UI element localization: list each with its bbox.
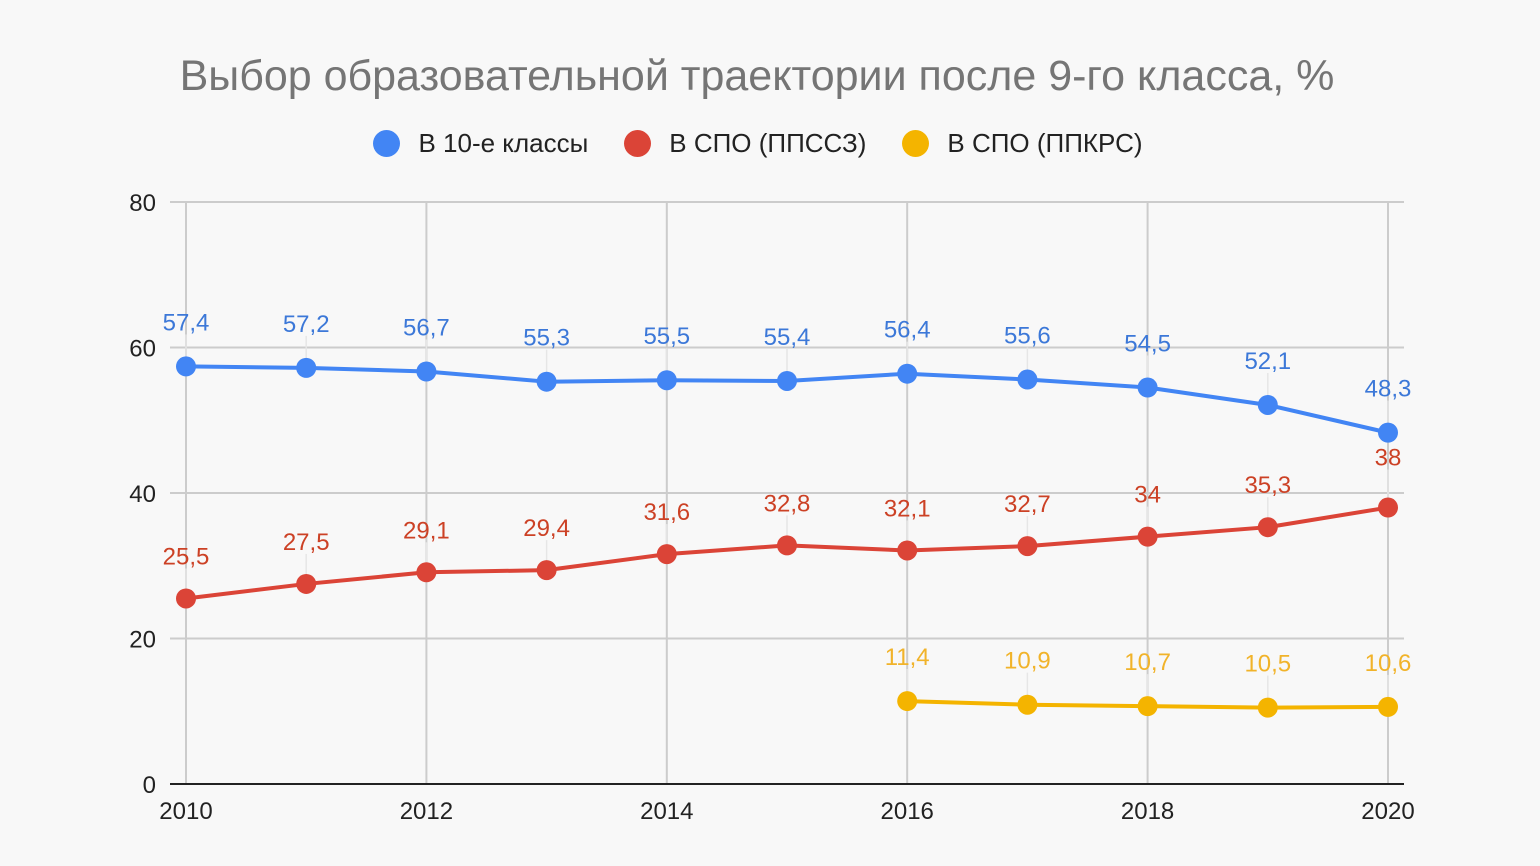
data-label: 56,4 (884, 317, 931, 344)
data-label: 10,6 (1365, 650, 1412, 677)
data-label: 31,6 (643, 499, 690, 526)
data-point[interactable] (416, 361, 437, 382)
data-label: 10,7 (1124, 649, 1171, 676)
data-label: 55,5 (643, 323, 690, 350)
y-tick-label: 40 (129, 481, 156, 508)
legend-label: В СПО (ППКРС) (947, 128, 1143, 158)
series-2: 11,4 10,9 10,7 10,5 10,6 (885, 644, 1412, 718)
data-point[interactable] (897, 540, 918, 561)
data-point[interactable] (536, 560, 557, 581)
y-tick-label: 60 (129, 336, 156, 363)
data-point[interactable] (1017, 694, 1038, 715)
axes: 0 20 40 60 80 2010 2012 2014 2016 2018 2020 (129, 190, 1414, 825)
data-point[interactable] (1017, 536, 1038, 557)
data-point[interactable] (1257, 394, 1278, 415)
data-point[interactable] (1378, 422, 1398, 443)
x-tick-label: 2020 (1361, 798, 1414, 825)
data-point[interactable] (1378, 696, 1398, 717)
data-label: 35,3 (1244, 472, 1291, 499)
legend-label: В 10-е классы (418, 128, 589, 158)
legend-marker-icon (373, 130, 401, 157)
data-label: 54,5 (1124, 331, 1171, 358)
series-1: 25,5 27,5 29,1 29,4 31,6 32,8 32,1 32,7 34 35,3 38 (163, 445, 1402, 609)
data-label: 57,2 (283, 311, 330, 338)
legend-item-spo-ppssz[interactable]: В СПО (ППССЗ) (624, 128, 866, 159)
data-label: 25,5 (163, 543, 210, 570)
x-tick-label: 2010 (159, 798, 212, 825)
data-point[interactable] (1378, 497, 1398, 518)
data-label: 10,5 (1244, 651, 1291, 678)
legend-marker-icon (902, 130, 930, 157)
data-point[interactable] (1257, 517, 1278, 538)
data-point[interactable] (536, 371, 557, 392)
data-point[interactable] (416, 562, 437, 583)
data-point[interactable] (296, 573, 317, 594)
data-point[interactable] (1017, 369, 1038, 390)
data-point[interactable] (1257, 697, 1278, 718)
series-0: 57,4 57,2 56,7 55,3 55,5 55,4 56,4 55,6 54,5 52,1… (163, 309, 1412, 443)
data-label: 10,9 (1004, 648, 1051, 675)
data-label: 29,4 (523, 515, 570, 542)
legend-label: В СПО (ППССЗ) (669, 128, 867, 158)
data-point[interactable] (777, 370, 797, 391)
data-point[interactable] (1137, 696, 1158, 717)
data-point[interactable] (176, 356, 196, 377)
data-point[interactable] (1137, 377, 1158, 398)
data-label: 32,8 (764, 490, 811, 517)
data-point[interactable] (656, 544, 677, 565)
chart-title: Выбор образовательной траектории после 9… (179, 52, 1335, 100)
y-tick-label: 80 (129, 190, 156, 217)
x-tick-label: 2016 (881, 798, 934, 825)
data-label: 55,3 (523, 325, 570, 352)
series-group: 57,4 57,2 56,7 55,3 55,5 55,4 56,4 55,6 54,5 52,1… (163, 309, 1412, 718)
data-label: 55,6 (1004, 323, 1051, 350)
data-point[interactable] (656, 370, 677, 391)
data-point[interactable] (897, 363, 918, 384)
legend-item-spo-ppkrs[interactable]: В СПО (ППКРС) (902, 128, 1143, 159)
data-point[interactable] (1137, 526, 1158, 547)
data-point[interactable] (296, 357, 317, 378)
y-tick-label: 0 (143, 772, 156, 799)
data-label: 34 (1134, 482, 1161, 509)
data-label: 32,7 (1004, 491, 1051, 518)
data-label: 55,4 (764, 324, 811, 351)
x-tick-label: 2014 (640, 798, 693, 825)
data-point[interactable] (897, 691, 918, 712)
x-tick-label: 2012 (400, 798, 453, 825)
x-tick-label: 2018 (1121, 798, 1174, 825)
y-tick-label: 20 (129, 627, 156, 654)
data-label: 27,5 (283, 529, 330, 556)
data-label: 38 (1375, 445, 1402, 472)
data-point[interactable] (777, 535, 797, 556)
data-point[interactable] (176, 588, 196, 609)
legend: В 10-е классы В СПО (ППССЗ) В СПО (ППКРС… (0, 128, 1516, 159)
data-label: 52,1 (1244, 348, 1291, 375)
data-label: 48,3 (1365, 376, 1412, 403)
data-label: 32,1 (884, 495, 931, 522)
data-label: 29,1 (403, 517, 450, 544)
data-label: 56,7 (403, 315, 450, 342)
legend-item-10-class[interactable]: В 10-е классы (373, 128, 588, 159)
legend-marker-icon (624, 130, 652, 157)
data-label: 57,4 (163, 309, 210, 336)
data-label: 11,4 (885, 644, 930, 671)
